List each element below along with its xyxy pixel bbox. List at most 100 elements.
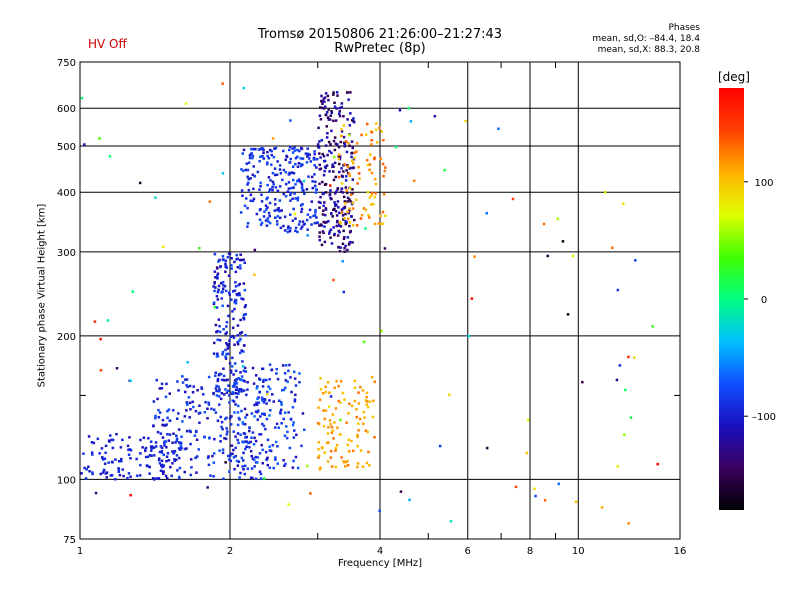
echo-point — [274, 146, 278, 150]
echo-point — [233, 379, 237, 382]
echo-point — [347, 98, 350, 101]
echo-point — [351, 224, 355, 227]
echo-point — [250, 454, 253, 458]
echo-point — [338, 114, 342, 118]
echo-point — [290, 186, 293, 190]
echo-point — [241, 152, 244, 155]
x-tick-label: 4 — [377, 546, 383, 557]
echo-point — [260, 396, 264, 399]
echo-point — [292, 459, 295, 463]
echo-point — [329, 395, 333, 398]
echo-point — [293, 212, 297, 216]
echo-point — [251, 173, 255, 177]
echo-point — [220, 297, 223, 300]
echo-point — [334, 175, 337, 179]
echo-point — [169, 465, 172, 469]
echo-point — [100, 447, 104, 450]
echo-point — [324, 390, 328, 394]
echo-point — [251, 431, 255, 434]
echo-point — [248, 446, 251, 449]
echo-point — [534, 494, 537, 498]
echo-point — [525, 451, 529, 455]
echo-point — [115, 432, 118, 436]
echo-point — [438, 444, 442, 448]
echo-point — [233, 383, 236, 386]
echo-point — [334, 449, 337, 452]
echo-point — [94, 491, 98, 495]
echo-point — [409, 120, 413, 123]
echo-point — [319, 388, 323, 391]
echo-point — [473, 255, 476, 258]
echo-point — [206, 456, 210, 460]
echo-point — [241, 194, 244, 197]
echo-point — [280, 403, 283, 406]
echo-point — [135, 457, 138, 461]
colorbar-label: [deg] — [718, 70, 750, 84]
echo-point — [339, 246, 342, 249]
echo-point — [120, 457, 123, 461]
echo-point — [381, 222, 384, 225]
echo-point — [252, 165, 255, 168]
echo-point — [629, 416, 633, 419]
echo-point — [313, 221, 316, 225]
echo-point — [258, 188, 261, 191]
echo-point — [313, 173, 316, 176]
echo-point — [210, 407, 213, 411]
echo-point — [187, 396, 191, 399]
echo-point — [542, 222, 546, 226]
echo-point — [221, 350, 225, 354]
echo-point — [340, 134, 343, 138]
echo-point — [184, 378, 187, 381]
echo-point — [281, 178, 284, 182]
echo-point — [266, 217, 269, 220]
echo-point — [399, 490, 403, 493]
echo-point — [339, 433, 342, 436]
echo-point — [236, 324, 240, 327]
echo-point — [291, 466, 295, 469]
echo-point — [356, 462, 360, 465]
echo-point — [196, 389, 199, 392]
echo-point — [99, 369, 103, 372]
echo-point — [230, 298, 233, 301]
echo-point — [160, 459, 164, 462]
echo-point — [213, 305, 216, 309]
echo-point — [279, 172, 283, 175]
echo-point — [243, 366, 247, 370]
echo-point — [339, 140, 342, 144]
echo-point — [265, 392, 269, 396]
echo-point — [240, 297, 243, 300]
echo-point — [359, 449, 363, 452]
echo-point — [363, 416, 366, 419]
echo-point — [281, 364, 285, 367]
echo-point — [319, 118, 323, 121]
echo-point — [219, 397, 223, 401]
echo-point — [611, 246, 614, 249]
echo-point — [340, 174, 344, 178]
echo-point — [306, 147, 309, 150]
echo-point — [126, 476, 129, 480]
echo-point — [330, 111, 334, 115]
echo-point — [240, 388, 243, 391]
echo-point — [253, 248, 257, 252]
echo-point — [294, 162, 297, 166]
echo-point — [323, 201, 326, 204]
echo-point — [357, 422, 360, 425]
echo-point — [244, 370, 248, 373]
echo-point — [338, 110, 341, 113]
echo-point — [333, 136, 337, 139]
echo-point — [289, 227, 292, 230]
echo-point — [281, 389, 284, 392]
echo-point — [373, 157, 376, 161]
echo-point — [335, 224, 338, 228]
echo-point — [242, 468, 245, 471]
echo-point — [323, 100, 326, 103]
echo-point — [335, 443, 339, 447]
echo-point — [291, 165, 295, 168]
echo-point — [355, 415, 358, 419]
echo-point — [267, 211, 271, 215]
echo-point — [346, 200, 349, 203]
echo-point — [334, 210, 338, 213]
echo-point — [87, 465, 90, 469]
echo-point — [344, 140, 348, 143]
echo-point — [207, 401, 210, 404]
